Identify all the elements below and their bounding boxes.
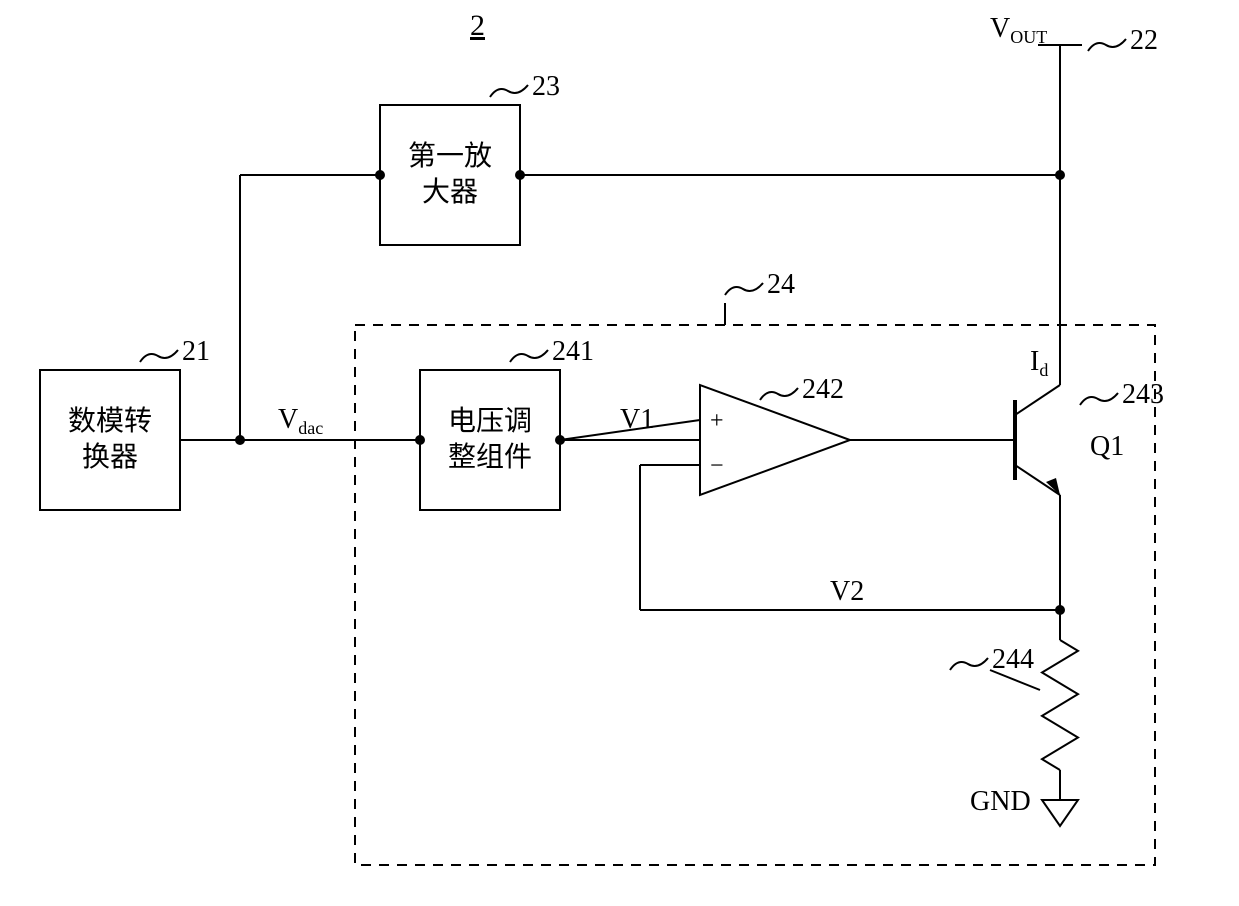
label-v2: V2 [830, 576, 864, 607]
label-q1: Q1 [1090, 431, 1124, 462]
dac-block-label1: 数模转 [68, 405, 152, 437]
ref-241: 241 [552, 336, 594, 367]
opamp-minus: − [710, 453, 724, 479]
ref-242: 242 [802, 374, 844, 405]
dac-block [40, 370, 180, 510]
voltage-adj-block [420, 370, 560, 510]
dac-block-label2: 换器 [82, 441, 138, 473]
first-amp-block [380, 105, 520, 245]
ref-24: 24 [767, 269, 795, 300]
ref-22: 22 [1130, 25, 1158, 56]
ref-23: 23 [532, 71, 560, 102]
label-vout: VOUT [990, 13, 1047, 47]
opamp-plus: + [710, 408, 724, 434]
ref-21: 21 [182, 336, 210, 367]
voltage-adj-block-label2: 整组件 [448, 441, 532, 473]
ref-244: 244 [992, 644, 1034, 675]
figure-number: 2 [470, 9, 485, 42]
first-amp-block-label2: 大器 [422, 176, 478, 208]
first-amp-block-label1: 第一放 [408, 140, 492, 172]
label-v1: V1 [620, 404, 654, 435]
ground-icon [1042, 800, 1078, 826]
resistor-icon [1042, 640, 1078, 770]
ref-243: 243 [1122, 379, 1164, 410]
label-gnd: GND [970, 786, 1031, 817]
voltage-adj-block-label1: 电压调 [448, 405, 532, 437]
label-id: Id [1030, 346, 1048, 380]
label-vdac: Vdac [278, 404, 323, 438]
